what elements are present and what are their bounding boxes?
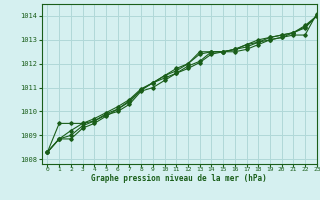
X-axis label: Graphe pression niveau de la mer (hPa): Graphe pression niveau de la mer (hPa) [91,174,267,183]
